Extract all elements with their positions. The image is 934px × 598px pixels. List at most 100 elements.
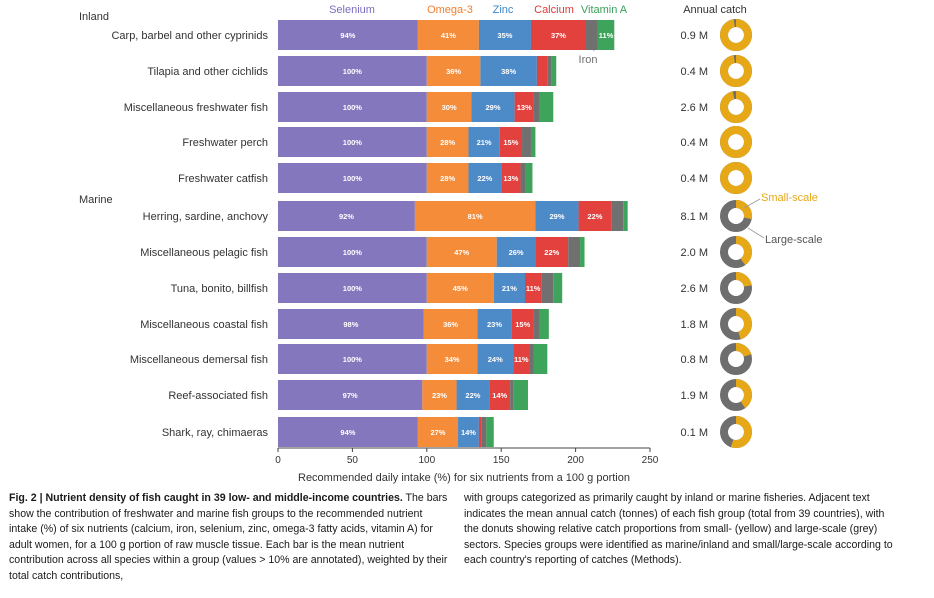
data-label: 22% xyxy=(587,212,602,221)
data-label: 11% xyxy=(599,31,614,40)
bar-row: Carp, barbel and other cyprinids 94% 41% 35… xyxy=(111,19,752,51)
data-label: 100% xyxy=(343,174,363,183)
catch-value: 0.4 M xyxy=(680,66,708,78)
catch-donut xyxy=(720,162,752,194)
bar-segment-zinc xyxy=(535,201,579,231)
bar-segment-omega-3 xyxy=(426,273,494,303)
donut-small-scale xyxy=(720,272,752,304)
catch-value: 2.6 M xyxy=(680,283,708,295)
data-label: 30% xyxy=(442,103,457,112)
legend-iron: Iron xyxy=(579,54,598,66)
bar-segment-selenium xyxy=(278,237,427,267)
catch-value: 1.8 M xyxy=(680,319,708,331)
bar-segment-omega-3 xyxy=(414,201,536,231)
catch-donut xyxy=(720,308,752,340)
bar-segment-omega-3 xyxy=(426,237,497,267)
caption-left: Fig. 2 | Nutrient density of fish caught… xyxy=(9,491,449,585)
row-label: Freshwater perch xyxy=(182,137,268,149)
bar-segment-zinc xyxy=(456,380,490,410)
data-label: 22% xyxy=(465,391,480,400)
catch-value: 0.4 M xyxy=(680,173,708,185)
x-tick-label: 250 xyxy=(642,455,659,466)
data-label: 100% xyxy=(343,355,363,364)
data-label: 36% xyxy=(446,67,461,76)
bar-segment-calcium xyxy=(489,380,511,410)
data-label: 23% xyxy=(487,320,502,329)
data-label: 100% xyxy=(343,138,363,147)
bar-segment-zinc xyxy=(471,92,515,122)
data-label: 47% xyxy=(454,248,469,257)
bar-segment-vitamin-a xyxy=(623,201,628,231)
bar-segment-iron xyxy=(529,344,534,374)
bar-segment-iron xyxy=(481,417,487,447)
bar-segment-vitamin-a xyxy=(551,56,557,86)
row-label: Miscellaneous coastal fish xyxy=(140,319,268,331)
data-label: 14% xyxy=(492,391,507,400)
legend-omega3: Omega-3 xyxy=(427,4,473,16)
bar-segment-calcium xyxy=(535,237,569,267)
bar-segment-calcium xyxy=(514,92,534,122)
row-label: Freshwater catfish xyxy=(178,173,268,185)
data-label: 14% xyxy=(461,428,476,437)
bar-segment-selenium xyxy=(278,92,427,122)
bar-segment-vitamin-a xyxy=(553,273,563,303)
data-label: 29% xyxy=(486,103,501,112)
data-label: 28% xyxy=(440,174,455,183)
row-label: Carp, barbel and other cyprinids xyxy=(111,30,268,42)
bar-segment-omega-3 xyxy=(417,417,459,447)
small-scale-label: Small-scale xyxy=(761,192,818,204)
bar-segment-zinc xyxy=(496,237,536,267)
catch-donut xyxy=(720,272,752,304)
bar-segment-zinc xyxy=(477,344,514,374)
bar-segment-omega-3 xyxy=(417,20,479,50)
bar-segment-calcium xyxy=(499,127,523,157)
legend-calcium: Calcium xyxy=(534,4,574,16)
large-scale-label: Large-scale xyxy=(765,234,822,246)
data-label: 45% xyxy=(453,284,468,293)
x-tick-label: 100 xyxy=(418,455,435,466)
donut-small-scale xyxy=(720,126,752,158)
catch-value: 0.1 M xyxy=(680,427,708,439)
small-scale-leader xyxy=(743,198,761,209)
x-tick-label: 0 xyxy=(275,455,281,466)
catch-donut xyxy=(720,343,752,375)
bar-segment-omega-3 xyxy=(426,92,472,122)
catch-donut xyxy=(720,416,752,448)
catch-value: 8.1 M xyxy=(680,211,708,223)
nutrient-chart: Selenium Omega-3 Zinc Calcium Vitamin A … xyxy=(79,4,822,484)
bar-segment-zinc xyxy=(477,309,512,339)
catch-value: 0.8 M xyxy=(680,354,708,366)
data-label: 24% xyxy=(488,355,503,364)
data-label: 21% xyxy=(477,138,492,147)
bar-row: Herring, sardine, anchovy 92% 81% 29% 22% 8.1… xyxy=(143,200,752,232)
bar-segment-zinc xyxy=(468,163,502,193)
x-tick-label: 150 xyxy=(493,455,510,466)
catch-value: 0.4 M xyxy=(680,137,708,149)
row-label: Tuna, bonito, billfish xyxy=(171,283,268,295)
bar-segment-calcium xyxy=(513,344,530,374)
donut-small-scale xyxy=(720,236,752,268)
data-label: 38% xyxy=(501,67,516,76)
data-label: 29% xyxy=(549,212,564,221)
bar-segment-omega-3 xyxy=(426,127,469,157)
bar-segment-calcium xyxy=(530,20,587,50)
data-label: 27% xyxy=(430,428,445,437)
catch-donut xyxy=(720,379,752,411)
bar-row: Miscellaneous pelagic fish 100% 47% 26% 22% 2… xyxy=(140,236,752,268)
bar-segment-iron xyxy=(547,56,552,86)
data-label: 100% xyxy=(343,248,363,257)
bar-row: Reef-associated fish 97% 23% 22% 14% 1.9 M xyxy=(168,379,752,411)
catch-donut xyxy=(720,91,752,123)
bar-segment-zinc xyxy=(458,417,479,447)
bar-row: Freshwater catfish 100% 28% 22% 13% 0.4 M xyxy=(178,162,752,194)
row-label: Miscellaneous freshwater fish xyxy=(124,102,268,114)
bar-segment-zinc xyxy=(493,273,526,303)
large-scale-leader xyxy=(747,227,765,239)
bar-segment-selenium xyxy=(278,417,418,447)
data-label: 34% xyxy=(445,355,460,364)
bar-segment-iron xyxy=(520,163,526,193)
bar-segment-selenium xyxy=(278,309,424,339)
data-label: 35% xyxy=(497,31,512,40)
bar-segment-vitamin-a xyxy=(486,417,494,447)
bar-row: Miscellaneous demersal fish 100% 34% 24% 11%… xyxy=(130,343,752,375)
